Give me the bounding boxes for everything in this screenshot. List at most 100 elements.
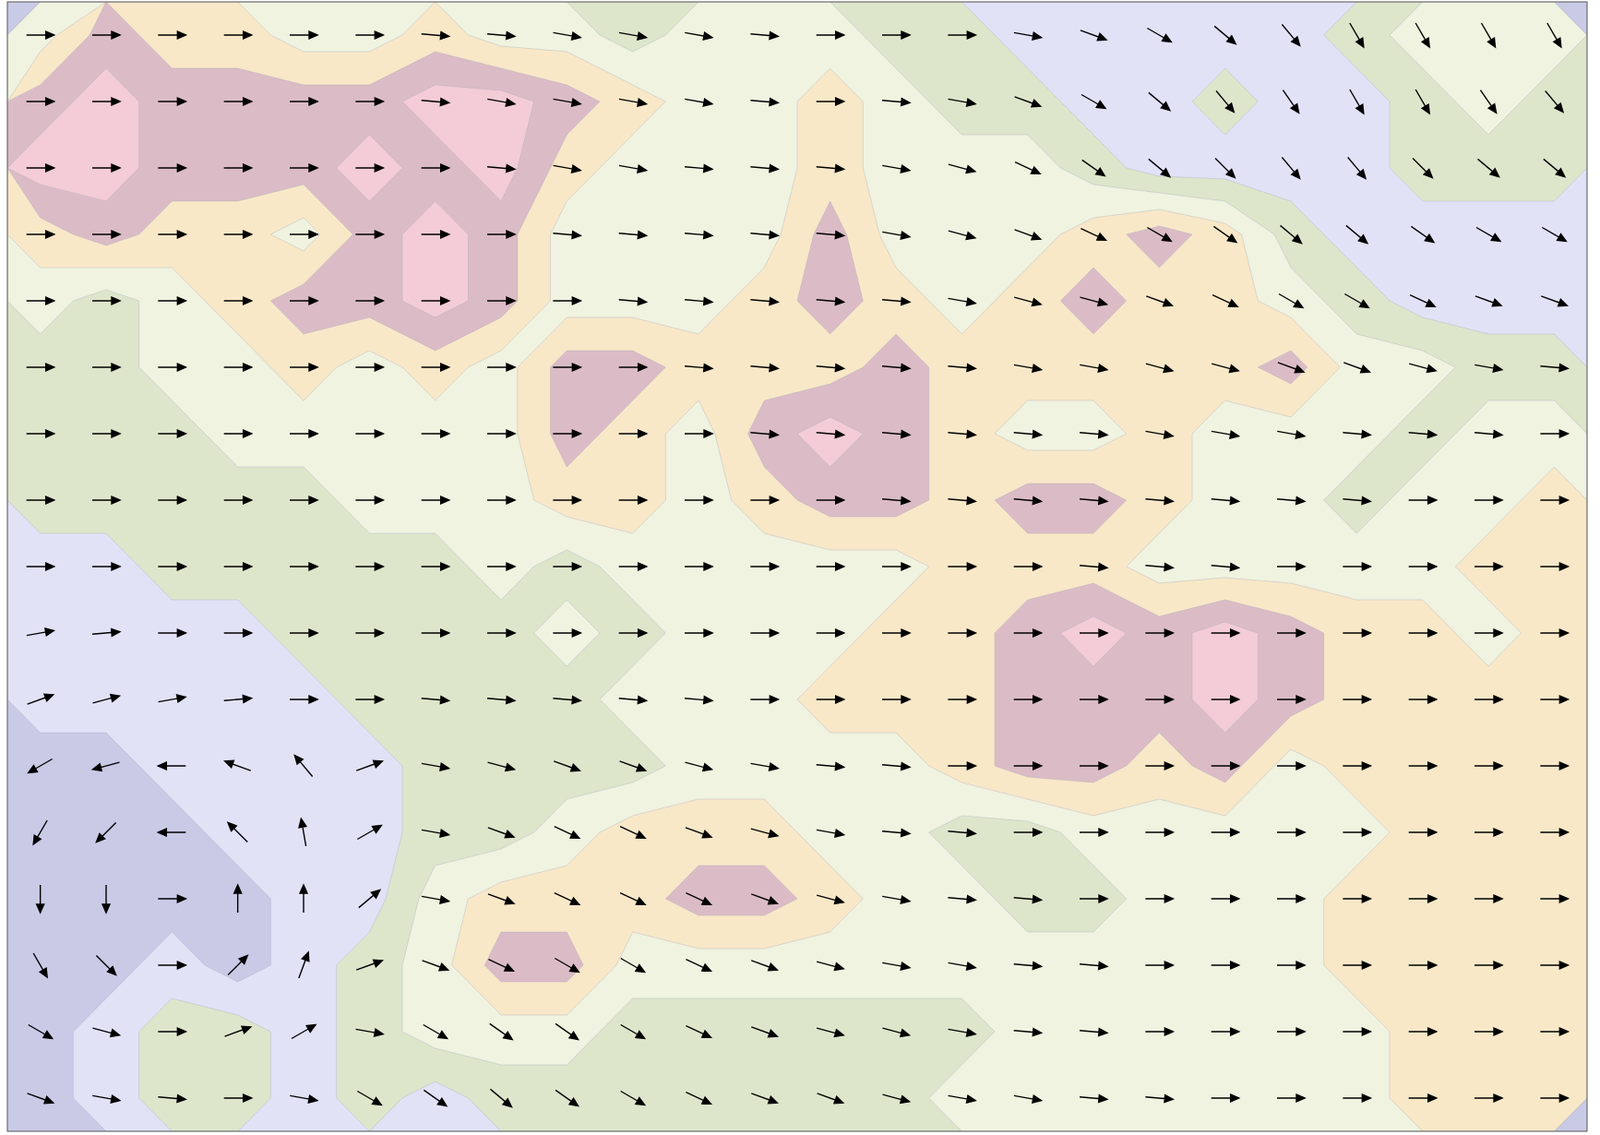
wind-arrow	[487, 429, 515, 438]
wind-arrow	[421, 496, 450, 504]
wind-arrow	[1079, 762, 1108, 770]
wind-arrow	[1013, 495, 1042, 506]
map-canvas	[0, 0, 1600, 1135]
wind-arrow	[552, 955, 581, 976]
wind-arrow	[552, 562, 581, 571]
wind-arrow	[618, 823, 647, 842]
wind-arrow	[289, 562, 318, 571]
wind-arrow	[1540, 562, 1568, 571]
wind-arrow	[421, 429, 450, 438]
wind-arrow	[157, 496, 186, 504]
wind-arrow	[882, 629, 910, 637]
wind-arrow	[1277, 1027, 1305, 1036]
wind-arrow	[224, 164, 252, 172]
wind-arrow	[291, 752, 315, 779]
wind-arrow	[1211, 223, 1239, 246]
wind-arrow	[420, 892, 450, 905]
wind-arrow	[224, 562, 252, 571]
wind-arrow	[1145, 1093, 1174, 1104]
wind-arrow	[618, 229, 647, 240]
wind-arrow	[224, 363, 252, 371]
wind-arrow	[1540, 895, 1568, 903]
wind-arrow	[552, 889, 582, 908]
wind-arrow	[92, 297, 120, 305]
wind-arrow	[1342, 1027, 1371, 1036]
wind-arrow	[882, 227, 911, 240]
wind-arrow	[420, 30, 450, 41]
wind-arrow	[684, 889, 714, 908]
wind-arrow	[421, 562, 450, 571]
wind-arrow	[92, 230, 120, 239]
wind-arrow	[1408, 762, 1437, 770]
wind-arrow	[1474, 562, 1503, 571]
wind-arrow	[619, 562, 647, 571]
wind-arrow	[355, 1087, 383, 1109]
wind-arrow	[224, 429, 252, 438]
wind-arrow	[225, 953, 251, 979]
wind-arrow	[882, 161, 911, 174]
wind-arrow	[1014, 629, 1042, 637]
wind-arrow	[1408, 828, 1437, 836]
wind-arrow	[26, 429, 55, 438]
wind-arrow	[684, 163, 714, 174]
wind-arrow	[92, 562, 120, 571]
wind-arrow	[487, 955, 516, 975]
wind-arrow	[355, 695, 383, 704]
wind-arrow	[1145, 895, 1173, 903]
wind-arrow	[1478, 21, 1499, 49]
wind-arrow	[1474, 292, 1504, 310]
wind-arrow	[1540, 429, 1568, 438]
wind-arrow	[488, 1086, 514, 1110]
wind-arrow	[487, 163, 516, 174]
wind-arrow	[618, 889, 647, 908]
wind-arrow	[750, 956, 779, 974]
wind-arrow	[1342, 1094, 1371, 1102]
wind-arrow	[92, 164, 120, 172]
wind-arrow	[1211, 629, 1240, 637]
wind-arrow	[1079, 1093, 1109, 1104]
wind-arrow	[1474, 496, 1503, 504]
wind-arrow	[552, 95, 582, 108]
wind-arrow	[750, 163, 779, 174]
wind-arrow	[683, 758, 713, 773]
wind-arrow	[553, 1086, 581, 1110]
wind-arrow	[289, 363, 318, 371]
wind-arrow	[947, 362, 977, 373]
wind-arrow	[1145, 561, 1174, 573]
wind-arrow	[421, 164, 450, 172]
wind-arrow	[1078, 293, 1108, 308]
wind-arrow	[750, 759, 779, 772]
wind-arrow	[1343, 222, 1370, 246]
wind-arrow	[26, 496, 55, 504]
wind-arrow	[1145, 292, 1174, 310]
wind-arrow	[26, 363, 55, 371]
wind-arrow	[289, 496, 318, 504]
wind-arrow	[355, 822, 383, 843]
wind-arrow	[1146, 89, 1172, 113]
wind-arrow	[552, 161, 582, 174]
wind-arrow	[816, 695, 845, 704]
wind-arrow	[94, 820, 120, 846]
wind-arrow	[26, 97, 55, 106]
wind-arrow	[297, 818, 310, 848]
wind-arrow	[619, 363, 647, 371]
contour-band	[7, 1, 1325, 982]
wind-arrow	[224, 496, 252, 504]
wind-arrow	[420, 694, 450, 705]
wind-arrow	[552, 363, 581, 371]
wind-arrow	[1342, 629, 1371, 637]
wind-arrow	[1277, 495, 1306, 506]
wind-arrow	[882, 827, 911, 838]
wind-arrow	[750, 96, 779, 108]
wind-arrow	[1540, 155, 1567, 180]
wind-arrow	[26, 31, 55, 39]
wind-arrow	[157, 97, 186, 106]
contour-band	[7, 1, 1588, 1132]
wind-arrow	[487, 230, 515, 239]
wind-arrow	[881, 1090, 910, 1105]
contour-band	[7, 1, 1588, 1132]
wind-arrow	[947, 429, 977, 440]
wind-arrow	[684, 362, 714, 373]
contour-band	[7, 68, 1258, 733]
plot-frame	[7, 1, 1588, 1132]
